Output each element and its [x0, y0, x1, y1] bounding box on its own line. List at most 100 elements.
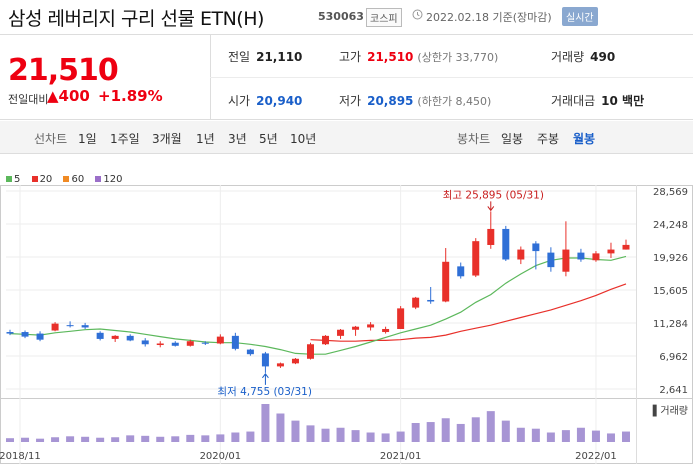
volume-bar: [516, 427, 525, 442]
volume-bar: [606, 433, 615, 442]
candle: [622, 239, 630, 250]
candle: [261, 351, 269, 373]
candle-body: [562, 249, 570, 272]
y-tick-label: 24,248: [653, 220, 688, 231]
y-tick-label: 11,284: [653, 319, 688, 330]
volume-bar: [351, 430, 360, 442]
period-3m[interactable]: 3개월: [152, 132, 182, 146]
volume-bar: [531, 428, 540, 442]
change-value: ▲400: [47, 87, 90, 105]
stat-volume: 거래량 490: [551, 50, 616, 64]
volume-bar: [622, 431, 630, 442]
chart-frame: [0, 185, 693, 464]
volume-bar: [501, 420, 510, 442]
volume-bar: [201, 435, 210, 442]
candle-body: [397, 308, 405, 329]
volume-bar: [276, 413, 285, 442]
volume-bar: [231, 432, 240, 442]
period-3y[interactable]: 3년: [228, 132, 247, 146]
volume-bar: [366, 432, 375, 442]
volume-bar: [6, 438, 14, 442]
candle-body: [291, 358, 299, 364]
candle-body: [427, 299, 435, 302]
y-tick-label: 6,962: [659, 352, 688, 363]
candle: [352, 325, 360, 336]
candle-body: [6, 332, 14, 334]
period-1y[interactable]: 1년: [196, 132, 215, 146]
candle-body: [382, 328, 390, 333]
candle-body: [337, 329, 345, 336]
high-annotation: 최고 25,895 (05/31): [443, 189, 544, 201]
candle: [306, 342, 314, 360]
candle-body: [36, 333, 44, 340]
legend-ma60[interactable]: 60: [63, 174, 84, 185]
candle-body: [322, 335, 330, 345]
candle: [412, 296, 420, 310]
candle: [36, 331, 44, 342]
candle: [291, 358, 299, 365]
candle: [532, 241, 540, 270]
volume-bar: [426, 422, 435, 442]
volume-bar: [441, 418, 450, 442]
candle: [337, 328, 345, 339]
candle: [141, 338, 149, 347]
candle-body: [592, 253, 600, 261]
volume-bar: [246, 431, 255, 442]
realtime-button[interactable]: 실시간: [562, 7, 598, 26]
candle-body: [412, 297, 420, 308]
candle-body: [231, 335, 239, 349]
stat-prev-close: 전일 21,110: [228, 50, 303, 64]
candle: [397, 306, 405, 329]
candle-monthly[interactable]: 월봉: [573, 132, 596, 146]
title-bar: 삼성 레버리지 구리 선물 ETN(H) 530063 코스피 2022.02.…: [0, 0, 693, 35]
y-tick-label: 2,641: [659, 385, 688, 396]
candle: [186, 339, 194, 347]
volume-bar: [591, 430, 600, 442]
candle: [246, 348, 254, 356]
candle-body: [126, 335, 134, 341]
period-5y[interactable]: 5년: [259, 132, 278, 146]
candle-body: [487, 228, 495, 245]
candle: [472, 238, 480, 278]
base-date: 2022.02.18 기준(장마감): [426, 11, 552, 24]
candle-body: [261, 353, 269, 367]
volume-bar: [36, 438, 45, 442]
summary-row-divider: [210, 77, 693, 78]
volume-bar: [561, 430, 570, 442]
legend-ma20[interactable]: 20: [31, 174, 52, 185]
volume-bar: [336, 427, 345, 442]
candle-weekly[interactable]: 주봉: [537, 132, 560, 146]
x-tick-label: 2018/11: [0, 451, 41, 462]
candle-body: [186, 341, 194, 346]
stock-title: 삼성 레버리지 구리 선물 ETN(H): [8, 8, 264, 30]
candle-body: [472, 241, 480, 276]
legend-ma120[interactable]: 120: [95, 174, 123, 185]
volume-bar: [261, 404, 270, 442]
volume-bar: [576, 427, 585, 442]
candle: [442, 248, 450, 303]
market-badge: 코스피: [366, 8, 402, 27]
volume-bar: [81, 436, 90, 442]
period-bar: 선차트 1일 1주일 3개월 1년 3년 5년 10년 봉차트 일봉 주봉 월봉: [0, 121, 693, 154]
candle: [367, 322, 375, 331]
candle-body: [306, 344, 314, 359]
candle: [577, 248, 585, 262]
price-summary: 21,510 전일대비 ▲400 +1.89% 전일 21,110 고가 21,51…: [0, 35, 693, 120]
y-tick-label: 28,569: [653, 187, 688, 198]
candlestick-chart[interactable]: 28,569 24,248 19,926 15,605 11,284 6,962 2,641…: [0, 180, 693, 464]
candle-daily[interactable]: 일봉: [501, 132, 524, 146]
volume-bar: [21, 437, 30, 442]
candle: [96, 331, 104, 341]
y-tick-label: 15,605: [653, 286, 688, 297]
period-1d[interactable]: 1일: [78, 132, 97, 146]
period-10y[interactable]: 10년: [290, 132, 317, 146]
volume-bar: [306, 425, 315, 442]
volume-bar: [126, 435, 135, 442]
current-price: 21,510: [8, 53, 119, 88]
candle: [517, 246, 525, 265]
legend-ma5[interactable]: 5: [6, 174, 20, 185]
volume-bar: [291, 420, 300, 442]
candle: [562, 221, 570, 277]
candle-body: [352, 326, 360, 330]
period-1w[interactable]: 1주일: [110, 132, 140, 146]
